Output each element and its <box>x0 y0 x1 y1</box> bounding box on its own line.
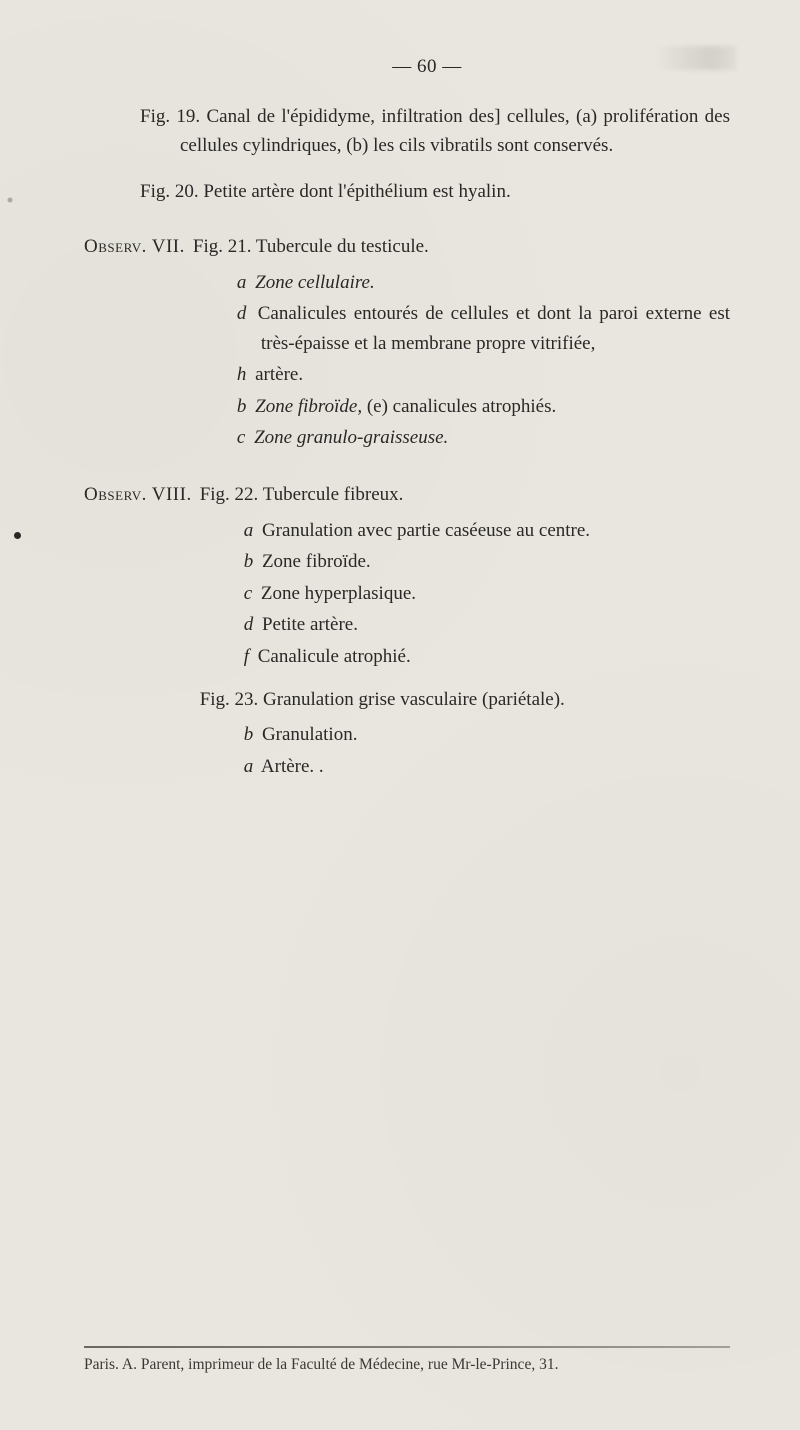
item-b: b Zone fibroïde, (e) canalicules atrophi… <box>237 392 730 421</box>
item-key: b <box>244 724 258 745</box>
page-number-header: — 60 — <box>124 56 730 78</box>
item-text: Petite artère. <box>262 614 358 635</box>
fig-21-items: a Zone cellulaire. d Canalicules entouré… <box>193 268 730 453</box>
item-key: b <box>244 551 258 572</box>
fig-text: Canal de l'épididyme, infiltration des] … <box>180 106 730 156</box>
item-key: b <box>237 396 251 417</box>
item-text: Granulation. <box>262 724 358 745</box>
footer: Paris. A. Parent, imprimeur de la Facult… <box>84 1346 730 1374</box>
footer-rule <box>84 1346 730 1348</box>
item-key: c <box>237 427 249 448</box>
item-text-ital: Zone fibroïde, <box>255 396 362 417</box>
item-h: h artère. <box>237 360 730 389</box>
observ-body: Fig. 22. Tubercule fibreux. a Granulatio… <box>200 480 730 783</box>
item-text-post: (e) canalicules atrophiés. <box>362 396 556 417</box>
fig-text: Petite artère dont l'épithélium est hyal… <box>203 181 510 202</box>
observ-label: Observ. VII. <box>84 232 193 261</box>
page-smudge <box>656 46 736 70</box>
fig-22-items: a Granulation avec partie caséeuse au ce… <box>200 516 730 671</box>
item-b: b Granulation. <box>244 720 730 749</box>
top-figures: Fig. 19. Canal de l'épididyme, infiltrat… <box>84 102 730 206</box>
observ-body: Fig. 21. Tubercule du testicule. a Zone … <box>193 232 730 454</box>
fig-label: Fig. 20. <box>140 181 199 202</box>
item-key: a <box>244 520 258 541</box>
footer-text: Paris. A. Parent, imprimeur de la Facult… <box>84 1356 730 1374</box>
item-text: Granulation avec partie caséeuse au cent… <box>262 520 590 541</box>
fig-label: Fig. 19. <box>140 106 200 127</box>
item-f: f Canalicule atrophié. <box>244 642 730 671</box>
item-a: a Zone cellulaire. <box>237 268 730 297</box>
item-text-ital: Zone granulo-graisseuse. <box>254 427 448 448</box>
item-text: Canalicule atrophié. <box>258 646 411 667</box>
observ-vii: Observ. VII. Fig. 21. Tubercule du testi… <box>84 232 730 454</box>
item-a: a Granulation avec partie caséeuse au ce… <box>244 516 730 545</box>
item-text: Zone cellulaire. <box>255 272 375 293</box>
item-key: d <box>244 614 258 635</box>
item-d: d Petite artère. <box>244 610 730 639</box>
fig-21-title: Fig. 21. Tubercule du testicule. <box>193 232 730 261</box>
item-d: d Canalicules entourés de cellules et do… <box>237 299 730 358</box>
item-text: Zone hyperplasique. <box>261 583 416 604</box>
observ-viii: Observ. VIII. Fig. 22. Tubercule fibreux… <box>84 480 730 783</box>
item-a: a Artère. . <box>244 752 730 781</box>
fig-19: Fig. 19. Canal de l'épididyme, infiltrat… <box>84 102 730 161</box>
item-c: c Zone hyperplasique. <box>244 579 730 608</box>
item-c: c Zone granulo-graisseuse. <box>237 423 730 452</box>
item-key: a <box>244 756 258 777</box>
item-b: b Zone fibroïde. <box>244 547 730 576</box>
item-key: a <box>237 272 251 293</box>
observ-label: Observ. VIII. <box>84 480 200 509</box>
item-text: Artère. . <box>261 756 324 777</box>
item-key: d <box>237 303 251 324</box>
item-key: f <box>244 646 253 667</box>
fig-20: Fig. 20. Petite artère dont l'épithélium… <box>84 177 730 206</box>
fig-23-title: Fig. 23. Granulation grise vasculaire (p… <box>200 685 730 714</box>
margin-dot <box>14 532 21 539</box>
fig-22-title: Fig. 22. Tubercule fibreux. <box>200 480 730 509</box>
item-key: h <box>237 364 251 385</box>
item-text: Canalicules entourés de cellules et dont… <box>258 303 730 353</box>
item-text: Zone fibroïde. <box>262 551 371 572</box>
item-text: artère. <box>255 364 303 385</box>
item-key: c <box>244 583 256 604</box>
fig-23-items: b Granulation. a Artère. . <box>200 720 730 781</box>
